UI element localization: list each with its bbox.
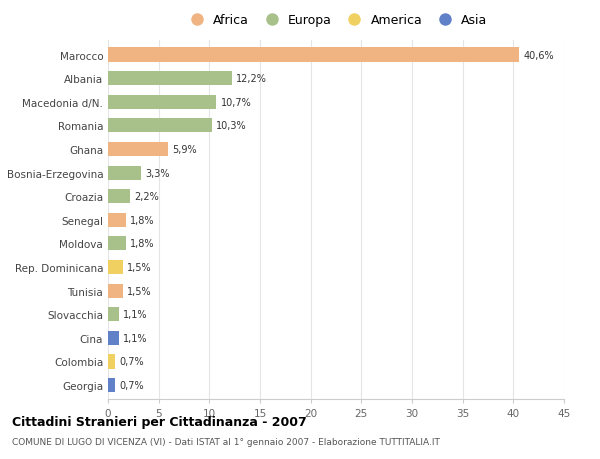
Legend: Africa, Europa, America, Asia: Africa, Europa, America, Asia — [182, 12, 490, 30]
Text: 40,6%: 40,6% — [523, 50, 554, 61]
Bar — [108, 72, 232, 86]
Bar — [108, 166, 142, 180]
Text: COMUNE DI LUGO DI VICENZA (VI) - Dati ISTAT al 1° gennaio 2007 - Elaborazione TU: COMUNE DI LUGO DI VICENZA (VI) - Dati IS… — [12, 437, 440, 446]
Bar — [108, 190, 130, 204]
Text: 12,2%: 12,2% — [236, 74, 266, 84]
Text: 1,1%: 1,1% — [123, 333, 148, 343]
Bar — [108, 213, 126, 227]
Bar — [108, 48, 520, 62]
Text: 1,1%: 1,1% — [123, 309, 148, 319]
Bar — [108, 95, 217, 110]
Bar — [108, 354, 115, 369]
Text: 0,7%: 0,7% — [119, 357, 144, 367]
Bar — [108, 237, 126, 251]
Text: 10,7%: 10,7% — [220, 98, 251, 107]
Text: 10,3%: 10,3% — [217, 121, 247, 131]
Text: Cittadini Stranieri per Cittadinanza - 2007: Cittadini Stranieri per Cittadinanza - 2… — [12, 415, 307, 428]
Text: 0,7%: 0,7% — [119, 380, 144, 390]
Bar — [108, 119, 212, 133]
Text: 1,8%: 1,8% — [130, 239, 155, 249]
Bar — [108, 308, 119, 322]
Bar — [108, 331, 119, 345]
Bar — [108, 260, 123, 274]
Text: 5,9%: 5,9% — [172, 145, 196, 155]
Text: 1,8%: 1,8% — [130, 215, 155, 225]
Text: 2,2%: 2,2% — [134, 192, 159, 202]
Text: 3,3%: 3,3% — [145, 168, 170, 178]
Text: 1,5%: 1,5% — [127, 263, 152, 273]
Bar — [108, 378, 115, 392]
Bar — [108, 284, 123, 298]
Bar — [108, 143, 168, 157]
Text: 1,5%: 1,5% — [127, 286, 152, 296]
